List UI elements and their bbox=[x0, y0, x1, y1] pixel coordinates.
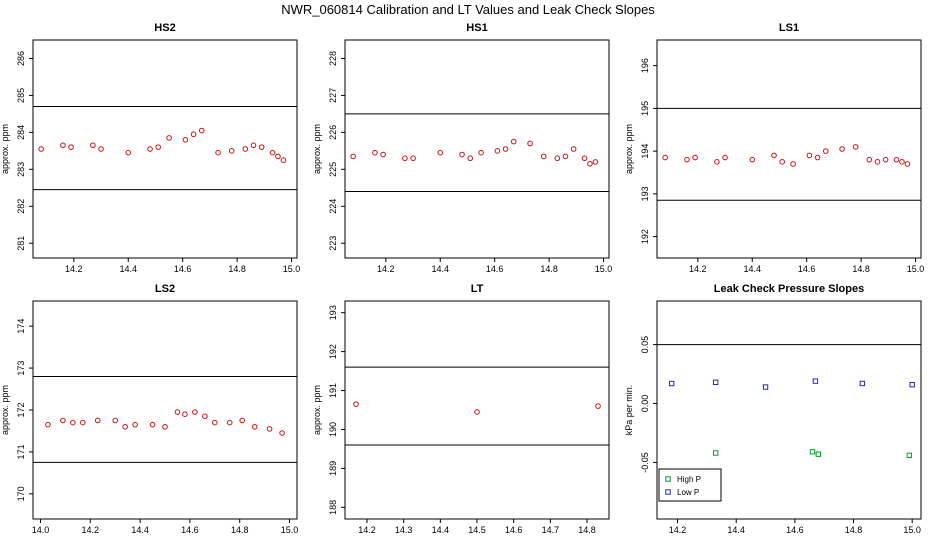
svg-text:15.0: 15.0 bbox=[907, 264, 925, 274]
svg-text:174: 174 bbox=[16, 319, 26, 334]
svg-text:170: 170 bbox=[16, 486, 26, 501]
svg-text:approx. ppm: approx. ppm bbox=[624, 124, 634, 174]
svg-text:173: 173 bbox=[16, 361, 26, 376]
svg-text:286: 286 bbox=[16, 51, 26, 66]
svg-text:14.2: 14.2 bbox=[65, 264, 83, 274]
svg-text:194: 194 bbox=[640, 144, 650, 159]
svg-text:284: 284 bbox=[16, 125, 26, 140]
svg-text:-0.05: -0.05 bbox=[640, 452, 650, 473]
svg-text:14.6: 14.6 bbox=[798, 264, 816, 274]
svg-text:14.8: 14.8 bbox=[540, 264, 558, 274]
svg-text:193: 193 bbox=[328, 305, 338, 320]
svg-text:14.6: 14.6 bbox=[181, 525, 199, 535]
svg-text:0.05: 0.05 bbox=[640, 336, 650, 354]
svg-text:285: 285 bbox=[16, 88, 26, 103]
svg-text:196: 196 bbox=[640, 58, 650, 73]
svg-text:15.0: 15.0 bbox=[281, 525, 299, 535]
svg-text:227: 227 bbox=[328, 88, 338, 103]
svg-text:14.4: 14.4 bbox=[743, 264, 761, 274]
svg-text:189: 189 bbox=[328, 461, 338, 476]
svg-text:HS1: HS1 bbox=[466, 22, 487, 34]
svg-text:LT: LT bbox=[471, 283, 484, 295]
svg-text:14.6: 14.6 bbox=[486, 264, 504, 274]
svg-text:LS2: LS2 bbox=[155, 283, 175, 295]
svg-text:281: 281 bbox=[16, 236, 26, 251]
svg-text:188: 188 bbox=[328, 500, 338, 515]
svg-text:191: 191 bbox=[328, 383, 338, 398]
svg-text:228: 228 bbox=[328, 51, 338, 66]
svg-text:224: 224 bbox=[328, 199, 338, 214]
svg-text:approx. ppm: approx. ppm bbox=[312, 124, 322, 174]
svg-text:225: 225 bbox=[328, 162, 338, 177]
svg-text:226: 226 bbox=[328, 125, 338, 140]
svg-text:14.6: 14.6 bbox=[174, 264, 192, 274]
svg-text:approx. ppm: approx. ppm bbox=[0, 124, 10, 174]
svg-text:approx. ppm: approx. ppm bbox=[312, 385, 322, 435]
svg-text:171: 171 bbox=[16, 444, 26, 459]
svg-text:14.8: 14.8 bbox=[845, 525, 863, 535]
chart-ls1: LS1 approx. ppm 14.2 14.4 14.6 14.8 15.0 192 193… bbox=[624, 22, 925, 274]
svg-text:15.0: 15.0 bbox=[595, 264, 613, 274]
svg-text:14.6: 14.6 bbox=[505, 525, 523, 535]
svg-text:14.7: 14.7 bbox=[542, 525, 560, 535]
svg-text:14.4: 14.4 bbox=[131, 525, 149, 535]
svg-text:192: 192 bbox=[640, 229, 650, 244]
svg-text:High P: High P bbox=[677, 475, 701, 484]
svg-text:195: 195 bbox=[640, 101, 650, 116]
svg-text:14.4: 14.4 bbox=[432, 525, 450, 535]
svg-text:14.6: 14.6 bbox=[786, 525, 804, 535]
svg-text:Leak Check Pressure Slopes: Leak Check Pressure Slopes bbox=[714, 283, 864, 295]
svg-text:283: 283 bbox=[16, 162, 26, 177]
svg-text:0.00: 0.00 bbox=[640, 395, 650, 413]
chart-ls2: LS2 approx. ppm 14.0 14.2 14.4 14.6 14.8 15.0 17… bbox=[0, 283, 299, 535]
svg-text:Low P: Low P bbox=[677, 488, 699, 497]
svg-text:14.8: 14.8 bbox=[228, 264, 246, 274]
svg-text:14.0: 14.0 bbox=[32, 525, 50, 535]
svg-text:14.4: 14.4 bbox=[119, 264, 137, 274]
svg-text:LS1: LS1 bbox=[779, 22, 799, 34]
chart-hs2: HS2 approx. ppm 14.2 14.4 14.6 14.8 15.0 281 282… bbox=[0, 22, 301, 274]
svg-text:15.0: 15.0 bbox=[903, 525, 921, 535]
svg-text:14.2: 14.2 bbox=[377, 264, 395, 274]
svg-text:kPa per min.: kPa per min. bbox=[624, 385, 634, 436]
svg-text:14.2: 14.2 bbox=[669, 525, 687, 535]
chart-grid: HS2 approx. ppm 14.2 14.4 14.6 14.8 15.0 281 282… bbox=[0, 18, 936, 540]
svg-text:HS2: HS2 bbox=[154, 22, 175, 34]
svg-text:172: 172 bbox=[16, 402, 26, 417]
svg-text:14.5: 14.5 bbox=[468, 525, 486, 535]
svg-text:14.4: 14.4 bbox=[431, 264, 449, 274]
svg-text:14.4: 14.4 bbox=[727, 525, 745, 535]
chart-hs1: HS1 approx. ppm 14.2 14.4 14.6 14.8 15.0 223 224… bbox=[312, 22, 613, 274]
svg-text:190: 190 bbox=[328, 422, 338, 437]
svg-text:223: 223 bbox=[328, 236, 338, 251]
svg-text:approx. ppm: approx. ppm bbox=[0, 385, 10, 435]
svg-text:14.8: 14.8 bbox=[231, 525, 249, 535]
svg-text:14.8: 14.8 bbox=[852, 264, 870, 274]
svg-text:14.8: 14.8 bbox=[578, 525, 596, 535]
svg-text:192: 192 bbox=[328, 344, 338, 359]
svg-text:14.2: 14.2 bbox=[358, 525, 376, 535]
figure-title: NWR_060814 Calibration and LT Values and… bbox=[281, 2, 655, 17]
svg-text:14.2: 14.2 bbox=[689, 264, 707, 274]
svg-text:282: 282 bbox=[16, 199, 26, 214]
svg-text:14.2: 14.2 bbox=[82, 525, 100, 535]
chart-leak-check-pressure-slopes: Leak Check Pressure Slopes kPa per min. 14… bbox=[624, 283, 922, 535]
svg-text:193: 193 bbox=[640, 186, 650, 201]
svg-text:15.0: 15.0 bbox=[283, 264, 301, 274]
chart-lt: LT approx. ppm 14.2 14.3 14.4 14.5 14.6 14.7 14.… bbox=[312, 283, 610, 535]
svg-text:14.3: 14.3 bbox=[395, 525, 413, 535]
